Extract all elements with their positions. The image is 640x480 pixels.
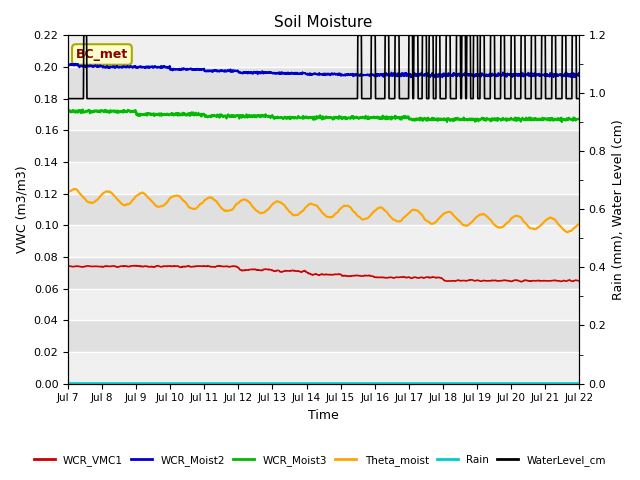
- Bar: [68, 162, 579, 193]
- Bar: [68, 67, 579, 99]
- X-axis label: Time: Time: [308, 409, 339, 422]
- Y-axis label: VWC (m3/m3): VWC (m3/m3): [15, 166, 28, 253]
- Bar: [68, 225, 579, 257]
- Bar: [68, 257, 579, 288]
- Y-axis label: Rain (mm), Water Level (cm): Rain (mm), Water Level (cm): [612, 119, 625, 300]
- Title: Soil Moisture: Soil Moisture: [275, 15, 372, 30]
- Bar: [68, 320, 579, 352]
- Legend: WCR_VMC1, WCR_Moist2, WCR_Moist3, Theta_moist, Rain, WaterLevel_cm: WCR_VMC1, WCR_Moist2, WCR_Moist3, Theta_…: [29, 451, 611, 470]
- Bar: [68, 193, 579, 225]
- Text: BC_met: BC_met: [76, 48, 128, 61]
- Bar: [68, 130, 579, 162]
- Bar: [68, 99, 579, 130]
- Bar: [68, 352, 579, 384]
- Bar: [68, 288, 579, 320]
- Bar: [68, 36, 579, 67]
